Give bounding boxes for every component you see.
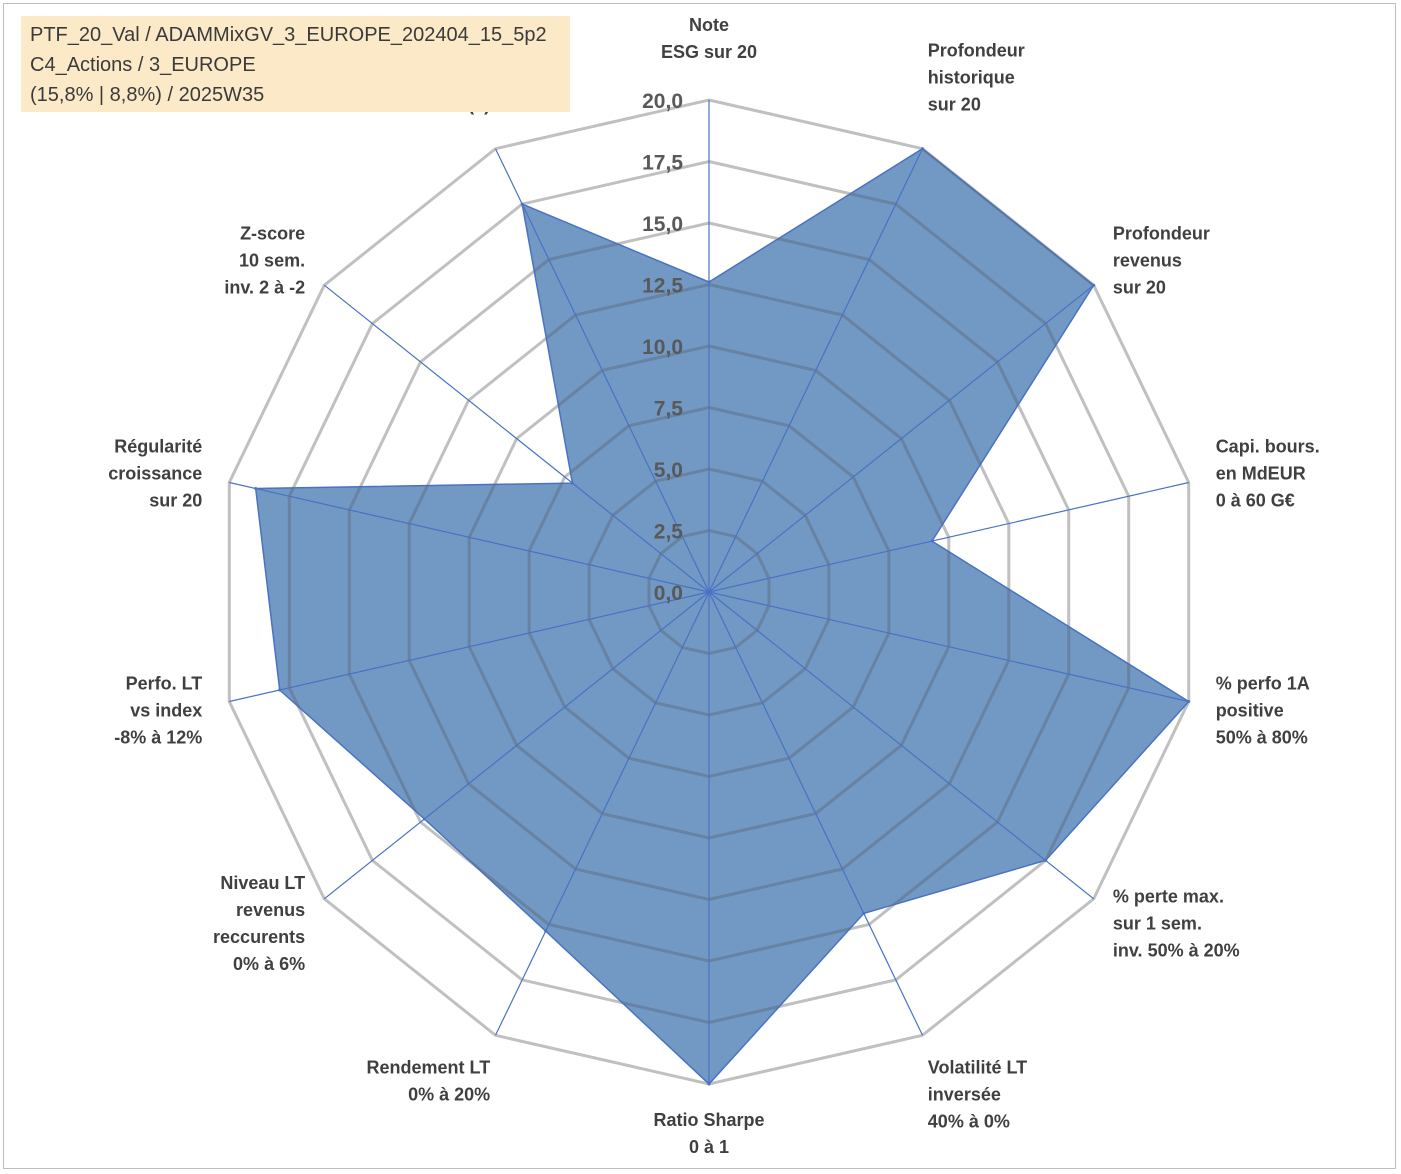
axis-label-line: sur 20 <box>149 491 202 511</box>
axis-label-line: inv. 50% à 20% <box>1113 941 1240 961</box>
axis-label-line: Z-score <box>240 223 305 243</box>
axis-label-line: Note <box>689 15 729 35</box>
axis-label-line: revenus <box>1113 250 1182 270</box>
axis-label-line: 0% à 20% <box>408 1084 490 1104</box>
axis-label-line: Volatilité LT <box>928 1057 1027 1077</box>
axis-label-line: inversée <box>928 1084 1001 1104</box>
axis-spoke <box>708 591 924 1036</box>
axis-label-line: Profondeur <box>928 41 1025 61</box>
tick-label: 0,0 <box>654 582 683 605</box>
axis-label-line: Régularité <box>114 437 202 457</box>
axis-label-line: Capi. bours. <box>1216 437 1320 457</box>
axis-label-line: vs index <box>130 700 202 720</box>
axis-label-line: 0 à 1 <box>689 1137 729 1157</box>
axis-spoke <box>708 284 1095 593</box>
axis-label-line: -8% à 12% <box>114 727 202 747</box>
tick-label: 2,5 <box>654 521 684 544</box>
axis-label-line: sur 20 <box>1113 277 1166 297</box>
info-line-2: C4_Actions / 3_EUROPE <box>30 54 256 76</box>
portfolio-info-box: PTF_20_Val / ADAMMixGV_3_EUROPE_202404_1… <box>21 16 570 112</box>
axis-label-line: Niveau LT <box>220 873 305 893</box>
axis-spoke <box>229 591 710 703</box>
axis-label-line: % perte max. <box>1113 887 1224 907</box>
tick-label: 5,0 <box>654 459 683 482</box>
axis-spoke <box>708 481 1189 593</box>
axis-lines-layer <box>229 100 1189 1084</box>
axis-spoke <box>494 148 710 593</box>
axis-label-line: inv. 2 à -2 <box>224 277 305 297</box>
axis-label-line: sur 1 sem. <box>1113 914 1202 934</box>
axis-spoke <box>708 591 1189 703</box>
tick-label: 7,5 <box>654 398 684 421</box>
tick-label: 12,5 <box>642 275 683 298</box>
axis-spoke <box>708 591 1095 900</box>
axis-label-line: 40% à 0% <box>928 1111 1010 1131</box>
axis-label-line: % perfo 1A <box>1216 673 1310 693</box>
tick-label: 15,0 <box>642 213 683 236</box>
axis-label-line: Profondeur <box>1113 223 1210 243</box>
axis-spoke <box>229 481 710 593</box>
axis-label-line: Rendement LT <box>367 1057 491 1077</box>
axis-label-line: reccurents <box>213 927 305 947</box>
axis-label-line: ESG sur 20 <box>661 42 757 62</box>
tick-labels-layer: 0,0 2,5 5,0 7,5 10,0 12,5 15,0 17,5 20,0 <box>642 90 683 605</box>
axis-label-line: 0 à 60 G€ <box>1216 491 1295 511</box>
axis-label-line: Perfo. LT <box>126 673 203 693</box>
axis-spoke <box>323 591 710 900</box>
axis-label-line: positive <box>1216 700 1284 720</box>
axis-label-line: revenus <box>236 900 305 920</box>
axis-label-line: croissance <box>108 464 202 484</box>
axis-label-line: Ratio Sharpe <box>653 1110 764 1130</box>
axis-label-line: historique <box>928 68 1015 88</box>
axis-label-line: 50% à 80% <box>1216 727 1308 747</box>
axis-label-line: 0% à 6% <box>233 954 305 974</box>
tick-label: 10,0 <box>642 336 683 359</box>
info-line-1: PTF_20_Val / ADAMMixGV_3_EUROPE_202404_1… <box>30 24 547 46</box>
tick-label: 20,0 <box>642 90 683 113</box>
axis-label-line: sur 20 <box>928 95 981 115</box>
info-line-3: (15,8% | 8,8%) / 2025W35 <box>30 84 265 106</box>
axis-spoke <box>323 284 710 593</box>
tick-label: 17,5 <box>642 152 683 175</box>
axis-label-line: en MdEUR <box>1216 464 1306 484</box>
axis-label-line: 10 sem. <box>239 250 305 270</box>
axis-spoke <box>708 148 924 593</box>
axis-spoke <box>494 591 710 1036</box>
